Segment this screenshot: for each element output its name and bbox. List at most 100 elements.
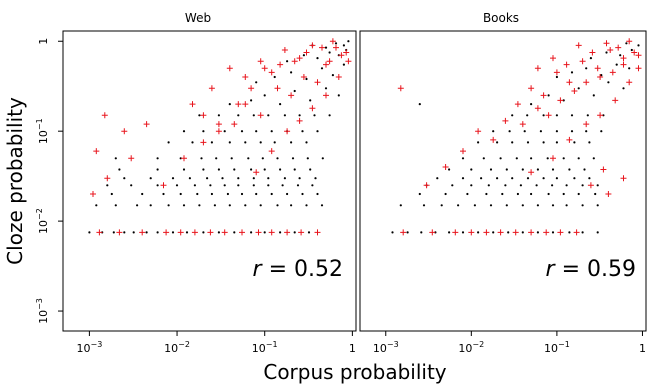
point-books-plus-40 — [557, 97, 564, 104]
point-web-dot-131 — [305, 77, 308, 81]
point-web-dot-121 — [250, 99, 253, 102]
point-web-plus-60 — [309, 105, 316, 112]
point-web-dot-35 — [179, 192, 182, 196]
point-books-dot-1 — [406, 231, 409, 234]
point-web-dot-101 — [305, 141, 308, 144]
point-books-dot-58 — [573, 177, 576, 180]
point-books-plus-21 — [553, 69, 560, 76]
point-books-dot-28 — [418, 192, 421, 196]
point-books-plus-57 — [600, 166, 607, 173]
point-books-plus-50 — [597, 112, 604, 119]
panel-books: 10−3 10−2 10−1 1 r = 0.59 — [359, 30, 647, 355]
point-books-dot-100 — [586, 114, 589, 117]
point-web-plus-56 — [253, 169, 260, 176]
point-web-dot-87 — [247, 157, 250, 160]
point-web-dot-76 — [250, 168, 253, 171]
point-web-dot-84 — [200, 157, 203, 160]
point-web-plus-30 — [300, 74, 307, 80]
point-web-plus-61 — [323, 92, 329, 99]
point-web-dot-61 — [188, 177, 191, 180]
point-web-plus-20 — [128, 155, 135, 162]
point-books-plus-27 — [631, 49, 638, 56]
point-books-dot-34 — [530, 192, 533, 196]
point-web-dot-28 — [276, 204, 279, 207]
point-web-plus-36 — [242, 74, 249, 80]
point-web-dot-132 — [320, 67, 324, 70]
point-books-dot-13 — [581, 231, 584, 234]
point-web-plus-11 — [284, 229, 291, 236]
point-web-dot-127 — [337, 94, 340, 97]
point-web-plus-51 — [277, 61, 284, 68]
point-books-dot-26 — [581, 204, 584, 207]
point-books-dot-51 — [461, 177, 465, 180]
point-web-plus-33 — [338, 52, 345, 59]
point-books-dot-90 — [555, 130, 559, 133]
point-web-dot-91 — [306, 157, 309, 160]
point-web-dot-14 — [279, 231, 282, 234]
point-books-plus-45 — [620, 61, 627, 68]
point-books-dot-45 — [535, 184, 538, 187]
point-web-dot-75 — [233, 168, 236, 171]
point-web-dot-49 — [193, 184, 196, 187]
point-web-plus-27 — [257, 112, 264, 119]
point-books-dot-18 — [457, 204, 460, 207]
point-books-dot-94 — [418, 103, 421, 106]
point-books-dot-80 — [511, 141, 514, 144]
panel-web-frame — [62, 30, 357, 332]
point-web-dot-98 — [259, 141, 262, 144]
point-web-dot-119 — [328, 114, 331, 117]
point-web-dot-0 — [88, 231, 91, 234]
point-books-plus-54 — [605, 191, 612, 197]
point-books-dot-64 — [521, 168, 524, 171]
point-books-dot-86 — [492, 130, 495, 133]
point-web-plus-10 — [268, 229, 275, 236]
point-books-dot-30 — [466, 192, 469, 196]
point-books-dot-23 — [536, 204, 540, 207]
point-books-dot-98 — [555, 114, 559, 117]
point-web-dot-37 — [210, 192, 213, 196]
point-books-plus-33 — [603, 40, 610, 47]
point-books-plus-56 — [587, 182, 594, 189]
point-books-plus-9 — [557, 229, 564, 236]
point-web-dot-86 — [230, 157, 233, 160]
point-web-dot-107 — [270, 130, 273, 133]
point-web-plus-9 — [255, 229, 262, 236]
point-web-dot-31 — [320, 204, 324, 207]
point-books-dot-83 — [555, 141, 559, 144]
panel-web-correlation: r = 0.52 — [253, 257, 343, 282]
point-web-dot-72 — [182, 168, 186, 171]
point-books-plus-42 — [583, 79, 590, 86]
point-books-dot-77 — [592, 157, 595, 160]
panel-books-correlation-value: = 0.59 — [555, 257, 636, 282]
point-books-dot-99 — [570, 114, 574, 117]
point-web-dot-122 — [263, 94, 266, 97]
point-web-dot-126 — [324, 87, 328, 90]
point-web-dot-17 — [95, 204, 98, 207]
point-web-dot-30 — [305, 204, 308, 207]
point-web-plus-16 — [93, 148, 100, 155]
point-books-dot-42 — [487, 184, 490, 187]
point-books-plus-43 — [597, 74, 604, 80]
point-books-dot-116 — [605, 51, 608, 54]
point-books-dot-40 — [451, 184, 454, 187]
point-web-dot-9 — [202, 231, 205, 234]
point-books-dot-6 — [477, 231, 480, 234]
point-web-plus-46 — [200, 112, 207, 119]
point-web-dot-67 — [283, 177, 286, 180]
point-web-plus-37 — [257, 58, 264, 65]
point-books-dot-68 — [583, 168, 586, 171]
point-web-dot-4 — [132, 231, 135, 234]
point-books-plus-1 — [429, 229, 436, 236]
point-web-plus-63 — [345, 58, 352, 65]
point-web-plus-40 — [296, 55, 303, 62]
point-books-plus-25 — [607, 47, 614, 53]
point-books-plus-37 — [519, 121, 526, 128]
point-books-dot-110 — [570, 71, 574, 74]
point-web-dot-63 — [221, 177, 224, 180]
point-books-plus-29 — [550, 55, 556, 62]
point-web-dot-43 — [301, 192, 304, 196]
point-web-dot-123 — [279, 103, 282, 106]
point-web-plus-48 — [235, 101, 242, 108]
point-web-dot-44 — [316, 192, 319, 196]
point-books-dot-82 — [542, 141, 545, 144]
